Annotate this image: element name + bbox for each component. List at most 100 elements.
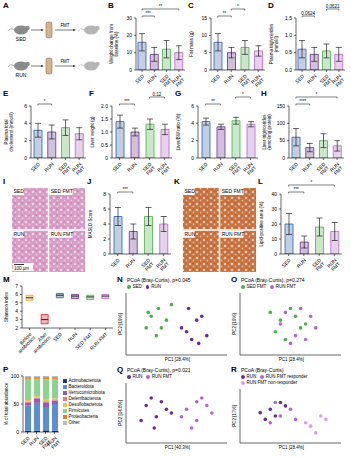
- svg-text:40: 40: [271, 191, 277, 197]
- svg-text:RUNFMT: RUNFMT: [155, 257, 171, 273]
- svg-text:4: 4: [24, 120, 27, 126]
- svg-text:SED: SED: [111, 161, 123, 173]
- svg-text:RUNFMT: RUNFMT: [326, 257, 342, 273]
- svg-text:RUNFMT: RUNFMT: [170, 73, 186, 89]
- svg-text:0: 0: [274, 251, 277, 257]
- svg-text:*: *: [237, 4, 239, 9]
- svg-text:SED: SED: [134, 73, 146, 85]
- svg-text:100 µm: 100 µm: [14, 266, 29, 271]
- svg-text:1.0: 1.0: [101, 129, 108, 135]
- svg-text:SED: SED: [52, 331, 64, 343]
- svg-text:0: 0: [105, 155, 108, 161]
- svg-text:2: 2: [191, 137, 194, 143]
- svg-text:SED: SED: [16, 36, 27, 42]
- svg-text:SED: SED: [14, 188, 25, 194]
- svg-text:***: ***: [124, 99, 130, 104]
- svg-text:10: 10: [126, 49, 132, 55]
- svg-text:PC2 [17%]: PC2 [17%]: [232, 405, 237, 427]
- svg-text:30: 30: [271, 206, 277, 212]
- svg-text:% of total abundance: % of total abundance: [4, 382, 9, 425]
- svg-text:0.0624: 0.0624: [301, 11, 315, 16]
- svg-text:RUN: RUN: [295, 257, 307, 269]
- svg-text:***: ***: [123, 187, 129, 192]
- svg-text:5: 5: [204, 49, 207, 55]
- svg-text:0.5: 0.5: [285, 49, 292, 55]
- svg-text:PC2 [14.8%]: PC2 [14.8%]: [118, 400, 123, 425]
- svg-text:4: 4: [15, 308, 18, 314]
- svg-text:SED: SED: [280, 257, 292, 269]
- svg-text:30: 30: [126, 15, 132, 21]
- svg-text:1.5: 1.5: [101, 116, 108, 122]
- svg-text:150: 150: [277, 103, 286, 109]
- svg-text:SEDFMT: SEDFMT: [140, 257, 155, 272]
- svg-text:SED: SED: [30, 161, 42, 173]
- svg-text:**: **: [223, 11, 227, 16]
- svg-text:0.0: 0.0: [285, 67, 292, 73]
- svg-text:100: 100: [11, 373, 20, 379]
- svg-text:RUN: RUN: [146, 73, 158, 85]
- svg-text:0: 0: [103, 251, 106, 257]
- svg-text:RUN: RUN: [16, 72, 27, 78]
- svg-text:10: 10: [271, 236, 277, 242]
- svg-text:RUNFMT: RUNFMT: [70, 161, 86, 177]
- svg-text:MASLD Score: MASLD Score: [88, 209, 93, 238]
- svg-text:Liver/BW ratio (%): Liver/BW ratio (%): [176, 113, 181, 150]
- svg-text:RUNFMT: RUNFMT: [250, 73, 266, 89]
- svg-text:FMT: FMT: [60, 59, 69, 64]
- svg-text:RUN FMT: RUN FMT: [222, 231, 245, 237]
- svg-text:0: 0: [24, 155, 27, 161]
- svg-text:**: **: [211, 99, 215, 104]
- svg-text:RUN: RUN: [124, 257, 136, 269]
- svg-text:Lipid-positive area (%): Lipid-positive area (%): [259, 201, 264, 246]
- svg-text:2: 2: [103, 236, 106, 242]
- svg-text:1.0: 1.0: [285, 32, 292, 38]
- svg-text:20: 20: [126, 32, 132, 38]
- svg-text:8: 8: [103, 191, 106, 197]
- svg-text:4: 4: [191, 120, 194, 126]
- svg-text:PC2 [19%]: PC2 [19%]: [232, 313, 237, 335]
- svg-text:SED: SED: [294, 73, 306, 85]
- svg-text:RUN: RUN: [185, 231, 196, 237]
- svg-text:0: 0: [191, 155, 194, 161]
- svg-text:***: ***: [294, 187, 300, 192]
- svg-text:(mmol/l): (mmol/l): [274, 35, 279, 52]
- svg-text:0: 0: [282, 155, 285, 161]
- svg-text:50: 50: [13, 401, 19, 407]
- svg-text:RUNFMT: RUNFMT: [242, 161, 258, 177]
- svg-text:0.0621: 0.0621: [326, 4, 340, 9]
- svg-text:RUN: RUN: [43, 161, 55, 173]
- svg-text:cholesterol (mmol/l): cholesterol (mmol/l): [9, 112, 14, 152]
- svg-text:0.5: 0.5: [101, 142, 108, 148]
- svg-text:10: 10: [201, 32, 207, 38]
- svg-text:RUN: RUN: [66, 331, 78, 343]
- svg-text:**: **: [159, 4, 163, 9]
- svg-text:*: *: [44, 99, 46, 104]
- svg-text:SED: SED: [288, 161, 300, 173]
- svg-text:15: 15: [201, 15, 207, 21]
- svg-text:****: ****: [299, 99, 306, 104]
- svg-text:RUN: RUN: [126, 161, 138, 173]
- svg-text:SEDFMT: SEDFMT: [141, 161, 156, 176]
- svg-text:100: 100: [277, 120, 286, 126]
- svg-text:SED FMT: SED FMT: [222, 188, 244, 194]
- svg-text:4: 4: [103, 221, 106, 227]
- svg-text:0: 0: [204, 67, 207, 73]
- svg-text:*: *: [311, 180, 313, 185]
- svg-text:Afterantibiotics: Afterantibiotics: [28, 331, 52, 355]
- svg-text:50: 50: [279, 137, 285, 143]
- svg-text:Shannon index: Shannon index: [4, 291, 9, 322]
- svg-text:*: *: [242, 92, 244, 97]
- svg-text:SEDFMT: SEDFMT: [227, 161, 242, 176]
- svg-text:SEDFMT: SEDFMT: [311, 257, 326, 272]
- svg-text:RUN FMT: RUN FMT: [88, 331, 108, 351]
- svg-text:2: 2: [24, 137, 27, 143]
- svg-text:0.12: 0.12: [153, 92, 162, 97]
- svg-text:RUNFMT: RUNFMT: [330, 73, 346, 89]
- svg-text:FMT: FMT: [60, 23, 69, 28]
- svg-text:RUNFMT: RUNFMT: [328, 161, 344, 177]
- svg-text:SED: SED: [197, 161, 209, 173]
- svg-text:2.0: 2.0: [101, 103, 108, 109]
- svg-text:Liver weight (g): Liver weight (g): [90, 116, 95, 147]
- svg-text:*: *: [316, 92, 318, 97]
- svg-text:3: 3: [15, 316, 18, 322]
